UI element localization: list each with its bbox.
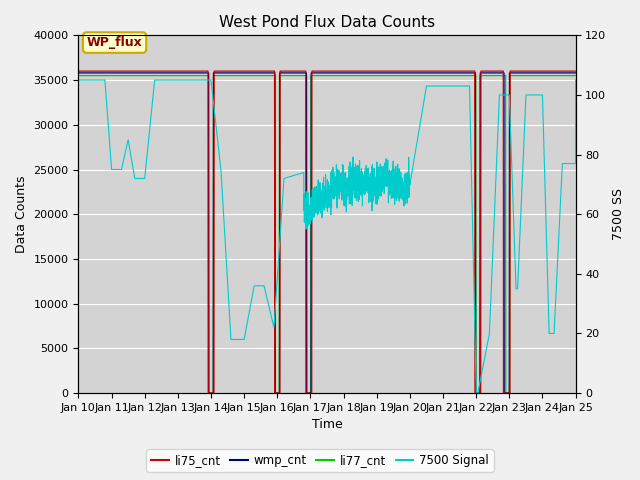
Y-axis label: Data Counts: Data Counts <box>15 176 28 253</box>
Legend: li75_cnt, wmp_cnt, li77_cnt, 7500 Signal: li75_cnt, wmp_cnt, li77_cnt, 7500 Signal <box>147 449 493 472</box>
Text: WP_flux: WP_flux <box>86 36 143 49</box>
X-axis label: Time: Time <box>312 419 342 432</box>
Y-axis label: 7500 SS: 7500 SS <box>612 188 625 240</box>
Title: West Pond Flux Data Counts: West Pond Flux Data Counts <box>219 15 435 30</box>
